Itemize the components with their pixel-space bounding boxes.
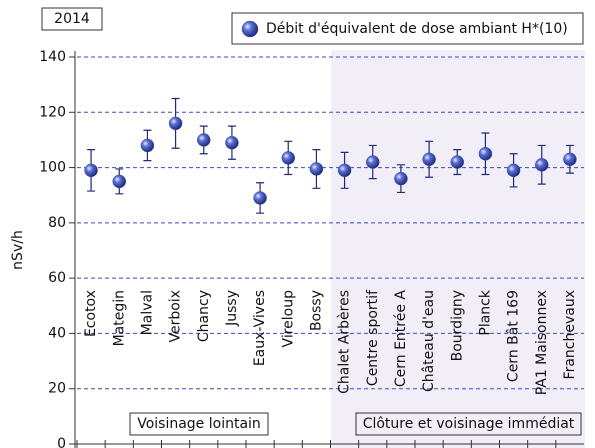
x-tick-label: Bossy — [308, 290, 324, 331]
data-point — [225, 135, 239, 150]
legend-label: Débit d'équivalent de dose ambiant H*(10… — [266, 21, 568, 37]
legend-box — [231, 12, 584, 45]
data-point — [450, 155, 464, 169]
x-tick-label: Malval — [139, 290, 155, 335]
data-point — [422, 152, 436, 167]
y-tick-label: 20 — [48, 381, 66, 397]
x-tick-label: Ecotox — [83, 290, 99, 337]
y-tick-label: 0 — [57, 436, 66, 448]
x-tick-label: Château d'eau — [421, 290, 437, 392]
data-point — [394, 171, 408, 186]
x-tick-label: Verboix — [168, 290, 184, 343]
annotation-box — [355, 412, 582, 436]
data-point — [253, 191, 267, 205]
data-point — [563, 152, 577, 167]
x-tick-label: Mategin — [111, 290, 127, 346]
y-tick-label: 100 — [39, 160, 66, 176]
data-point — [140, 138, 155, 153]
y-tick-label: 120 — [39, 104, 66, 120]
data-point — [366, 155, 380, 169]
x-tick-label: Franchevaux — [562, 290, 578, 379]
y-tick-label: 40 — [48, 325, 66, 341]
annotation-box — [129, 412, 269, 436]
x-tick-label: Vireloup — [280, 290, 296, 348]
data-point — [309, 162, 324, 176]
y-axis-label: nSv/h — [10, 230, 26, 270]
data-point — [112, 174, 126, 189]
data-point — [506, 163, 521, 178]
data-point — [337, 163, 352, 178]
annotation: Clôture et voisinage immédiat — [363, 416, 575, 432]
x-tick-label: Jussy — [224, 290, 240, 327]
x-tick-label: Cern Entrée A — [393, 290, 409, 388]
annotation: Voisinage lointain — [137, 416, 261, 432]
year-box — [41, 7, 103, 31]
y-tick-label: 80 — [48, 215, 66, 231]
x-tick-label: Planck — [477, 289, 493, 335]
data-point — [84, 163, 98, 178]
data-point — [535, 158, 549, 172]
year-label: 2014 — [54, 11, 90, 27]
x-tick-label: Chalet Arbères — [337, 290, 353, 394]
x-tick-label: Cern Bât 169 — [506, 290, 522, 382]
zone-shading — [331, 50, 585, 448]
data-point — [168, 116, 183, 131]
x-tick-label: Bourdigny — [449, 290, 465, 361]
x-tick-label: Chancy — [196, 290, 212, 342]
x-tick-label: Eaux-Vives — [252, 290, 268, 366]
data-point — [281, 151, 295, 165]
legend-marker — [241, 20, 259, 38]
y-tick-label: 60 — [48, 270, 66, 286]
y-tick-label: 140 — [39, 49, 66, 65]
data-point — [478, 147, 493, 161]
x-tick-label: Centre sportif — [365, 289, 381, 386]
x-tick-label: PA1 Maisonnex — [534, 290, 550, 395]
data-point — [197, 133, 211, 147]
